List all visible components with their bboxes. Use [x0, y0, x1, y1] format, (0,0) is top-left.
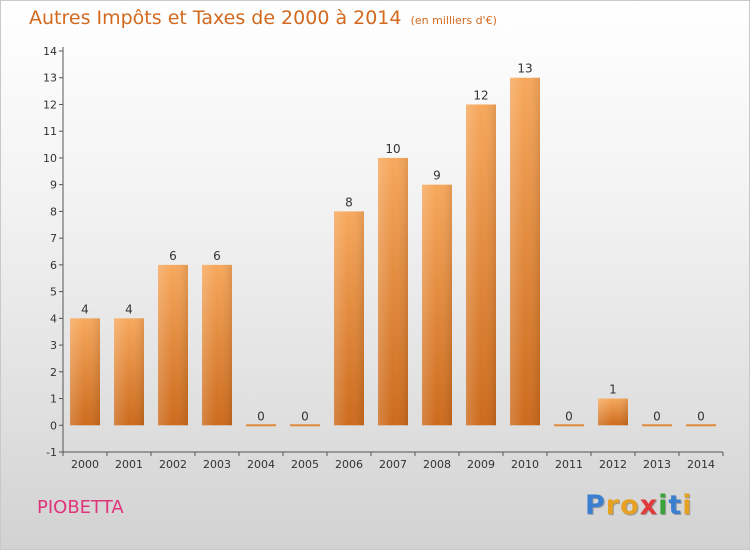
- bar-shade: [466, 104, 496, 426]
- x-tick-label: 2006: [335, 458, 363, 471]
- x-tick-label: 2001: [115, 458, 143, 471]
- bar-shade: [598, 398, 628, 426]
- x-tick-label: 2014: [687, 458, 715, 471]
- bar-value-label: 0: [301, 409, 309, 423]
- x-tick-label: 2007: [379, 458, 407, 471]
- y-tick-label: -1: [46, 446, 57, 459]
- y-tick-label: 2: [50, 366, 57, 379]
- y-tick-label: 10: [43, 152, 57, 165]
- x-tick-label: 2013: [643, 458, 671, 471]
- chart-title-unit: (en milliers d'€): [410, 14, 497, 27]
- y-tick-label: 9: [50, 179, 57, 192]
- y-tick-label: 4: [50, 312, 57, 325]
- bar-value-label: 12: [473, 88, 488, 102]
- x-tick-label: 2000: [71, 458, 99, 471]
- y-tick-label: 0: [50, 419, 57, 432]
- bar-shade: [510, 77, 540, 426]
- y-tick-label: 5: [50, 286, 57, 299]
- bar-shade: [202, 264, 232, 426]
- x-tick-label: 2003: [203, 458, 231, 471]
- x-tick-label: 2011: [555, 458, 583, 471]
- bar-value-label: 4: [81, 302, 89, 316]
- bar-value-label: 6: [213, 249, 221, 263]
- bar-value-label: 10: [385, 142, 400, 156]
- chart-bars: [70, 77, 716, 427]
- bar: [686, 424, 716, 427]
- y-tick-label: 12: [43, 98, 57, 111]
- y-tick-label: 8: [50, 205, 57, 218]
- bar: [642, 424, 672, 427]
- x-tick-label: 2002: [159, 458, 187, 471]
- bar-value-label: 0: [697, 409, 705, 423]
- bar-shade: [422, 184, 452, 426]
- chart-labels: 4200042001620026200302004020058200610200…: [71, 62, 715, 471]
- x-tick-label: 2005: [291, 458, 319, 471]
- bar-shade: [378, 157, 408, 426]
- y-tick-label: 11: [43, 125, 57, 138]
- bar-value-label: 4: [125, 302, 133, 316]
- bar-shade: [158, 264, 188, 426]
- y-tick-label: 7: [50, 232, 57, 245]
- chart-title-main: Autres Impôts et Taxes de 2000 à 2014: [29, 7, 402, 29]
- y-tick-label: 6: [50, 259, 57, 272]
- x-tick-label: 2012: [599, 458, 627, 471]
- bar-value-label: 13: [517, 62, 532, 76]
- y-tick-label: 14: [43, 45, 57, 58]
- commune-name: PIOBETTA: [37, 497, 124, 518]
- bar: [554, 424, 584, 427]
- bar: [290, 424, 320, 427]
- proxiti-logo: Proxiti: [585, 490, 693, 521]
- chart-title: Autres Impôts et Taxes de 2000 à 2014 (e…: [29, 7, 497, 29]
- y-tick-label: 13: [43, 72, 57, 85]
- bar-value-label: 6: [169, 249, 177, 263]
- bar-shade: [334, 211, 364, 426]
- x-tick-label: 2009: [467, 458, 495, 471]
- bar-value-label: 0: [565, 409, 573, 423]
- bar-value-label: 9: [433, 169, 441, 183]
- y-tick-label: 1: [50, 393, 57, 406]
- bar-value-label: 0: [257, 409, 265, 423]
- y-tick-label: 3: [50, 339, 57, 352]
- bar-shade: [70, 318, 100, 426]
- x-tick-label: 2004: [247, 458, 275, 471]
- bar-value-label: 1: [609, 383, 617, 397]
- bar: [246, 424, 276, 427]
- x-tick-label: 2010: [511, 458, 539, 471]
- bar-value-label: 0: [653, 409, 661, 423]
- bar-value-label: 8: [345, 195, 353, 209]
- x-tick-label: 2008: [423, 458, 451, 471]
- bar-shade: [114, 318, 144, 426]
